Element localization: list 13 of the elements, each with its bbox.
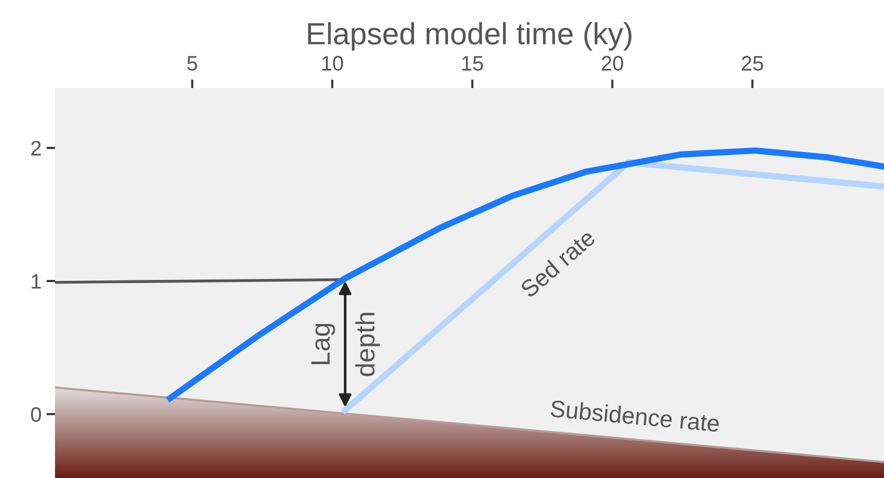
annotation: depth bbox=[355, 312, 380, 376]
x-axis-title: Elapsed model time (ky) bbox=[308, 22, 632, 51]
text: Subsidence rate bbox=[550, 400, 720, 432]
annotation: Lag bbox=[311, 324, 336, 364]
y-tick-label: 1 bbox=[32, 274, 41, 289]
text: Sed rate bbox=[519, 228, 596, 298]
x-tick-label: 20 bbox=[602, 56, 624, 71]
x-tick-label: 5 bbox=[187, 56, 198, 71]
x-tick-label: 25 bbox=[742, 56, 764, 71]
y-tick-label: 0 bbox=[31, 407, 41, 422]
y-tick-label: 2 bbox=[31, 140, 41, 156]
x-tick-label: 15 bbox=[462, 56, 484, 71]
x-tick-label: 10 bbox=[322, 56, 344, 71]
